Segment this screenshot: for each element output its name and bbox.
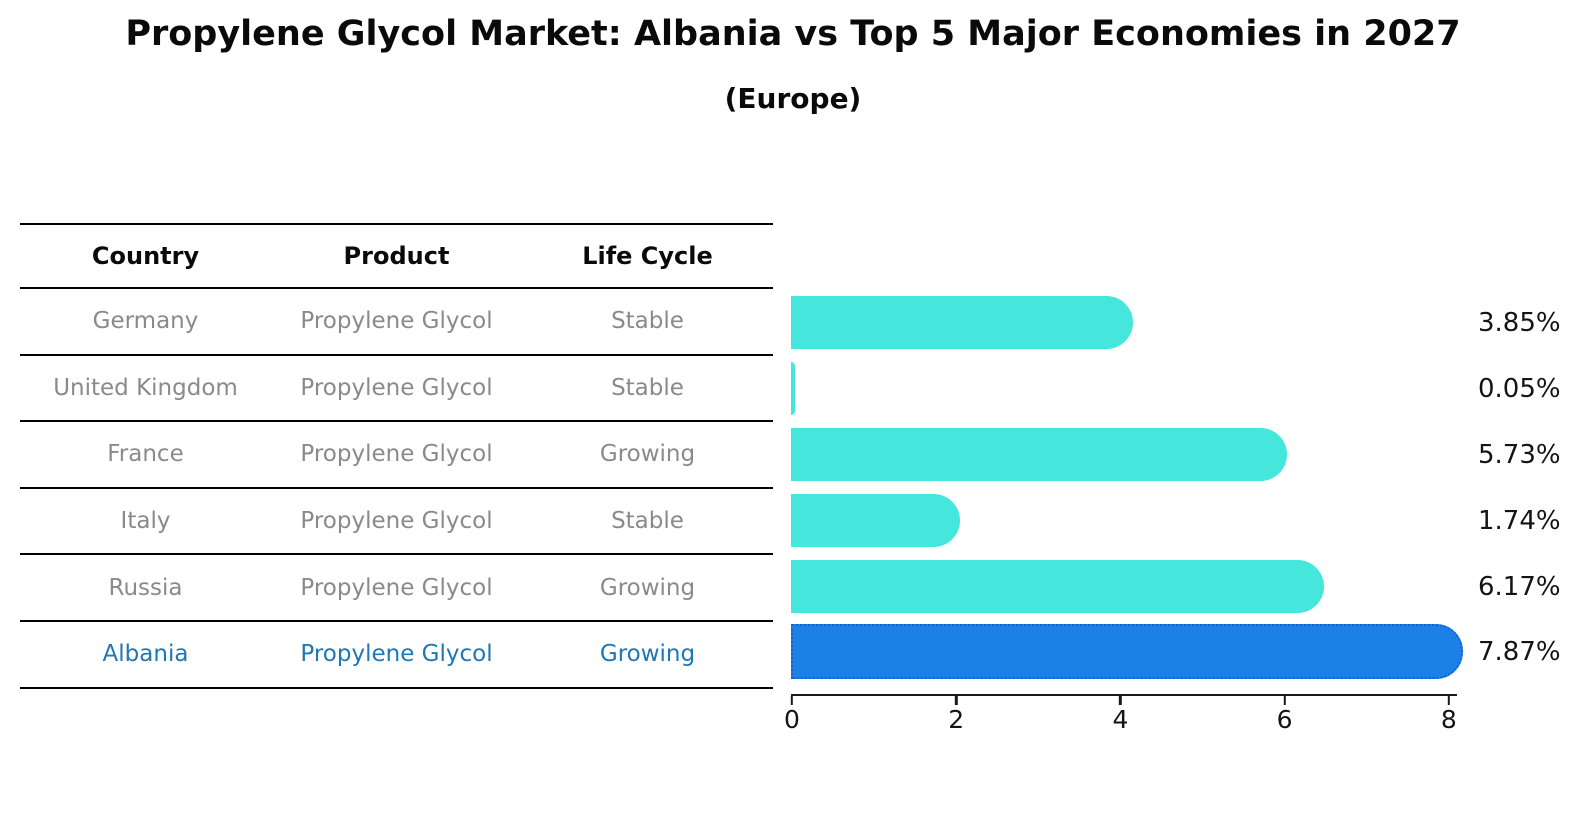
x-axis-line: [791, 694, 1457, 697]
table-row-germany: Germany Propylene Glycol Stable: [20, 289, 773, 356]
chart-subtitle: (Europe): [724, 82, 862, 115]
x-tick-mark: [954, 696, 958, 705]
product-cell: Propylene Glycol: [300, 574, 493, 601]
product-cell: Propylene Glycol: [300, 641, 493, 668]
bar-row-albania: 7.87%: [791, 624, 1586, 679]
country-cell: United Kingdom: [53, 374, 238, 401]
value-label-united-kingdom: 0.05%: [1478, 373, 1561, 404]
col-header-country: Country: [91, 242, 200, 270]
life-cycle-cell: Stable: [611, 374, 684, 401]
col-header-product: Product: [343, 242, 450, 270]
life-cycle-cell: Growing: [599, 441, 696, 468]
life-cycle-cell: Stable: [611, 508, 684, 535]
life-cycle-cell: Growing: [599, 641, 696, 668]
bar-row-france: 5.73%: [791, 428, 1586, 481]
x-tick-label-6: 6: [1276, 705, 1293, 734]
product-cell: Propylene Glycol: [300, 308, 493, 335]
bar-row-italy: 1.74%: [791, 494, 1586, 547]
x-tick-label-8: 8: [1440, 705, 1457, 734]
bar-row-russia: 6.17%: [791, 560, 1586, 613]
bar-russia: [791, 560, 1324, 613]
product-cell: Propylene Glycol: [300, 508, 493, 535]
value-label-germany: 3.85%: [1478, 307, 1561, 338]
product-cell: Propylene Glycol: [300, 441, 493, 468]
x-tick-mark: [790, 696, 794, 705]
bar-albania-highlighted: [791, 624, 1464, 679]
product-cell: Propylene Glycol: [300, 374, 493, 401]
table-row-albania: Albania Propylene Glycol Growing: [20, 622, 773, 689]
value-label-albania: 7.87%: [1478, 636, 1561, 667]
bar-row-germany: 3.85%: [791, 296, 1586, 349]
bar-row-united-kingdom: 0.05%: [791, 362, 1586, 415]
country-cell: Albania: [102, 641, 189, 668]
table-row-united-kingdom: United Kingdom Propylene Glycol Stable: [20, 356, 773, 423]
bar-italy: [791, 494, 960, 547]
table-row-france: France Propylene Glycol Growing: [20, 422, 773, 489]
life-cycle-cell: Growing: [599, 574, 696, 601]
x-tick-mark: [1447, 696, 1450, 705]
country-cell: Russia: [108, 574, 183, 601]
value-label-russia: 6.17%: [1478, 571, 1561, 602]
life-cycle-cell: Stable: [611, 308, 684, 335]
table-row-russia: Russia Propylene Glycol Growing: [20, 555, 773, 622]
country-cell: Italy: [120, 508, 171, 535]
x-tick-mark: [1119, 696, 1122, 705]
x-tick-mark: [1283, 696, 1286, 705]
table-header-row: Country Product Life Cycle: [20, 223, 773, 289]
bar-france: [791, 428, 1288, 481]
x-tick-label-0: 0: [784, 705, 800, 734]
country-cell: Germany: [92, 308, 199, 335]
bar-united-kingdom: [791, 362, 796, 415]
value-label-italy: 1.74%: [1478, 505, 1561, 536]
value-label-france: 5.73%: [1478, 439, 1561, 470]
country-cell: France: [107, 441, 184, 468]
table-row-italy: Italy Propylene Glycol Stable: [20, 489, 773, 556]
x-tick-label-4: 4: [1112, 705, 1129, 734]
bar-germany: [791, 296, 1134, 349]
chart-title: Propylene Glycol Market: Albania vs Top …: [125, 14, 1461, 54]
country-table: Country Product Life Cycle Germany Propy…: [20, 223, 773, 689]
x-tick-label-2: 2: [948, 705, 965, 734]
col-header-life-cycle: Life Cycle: [582, 242, 713, 270]
